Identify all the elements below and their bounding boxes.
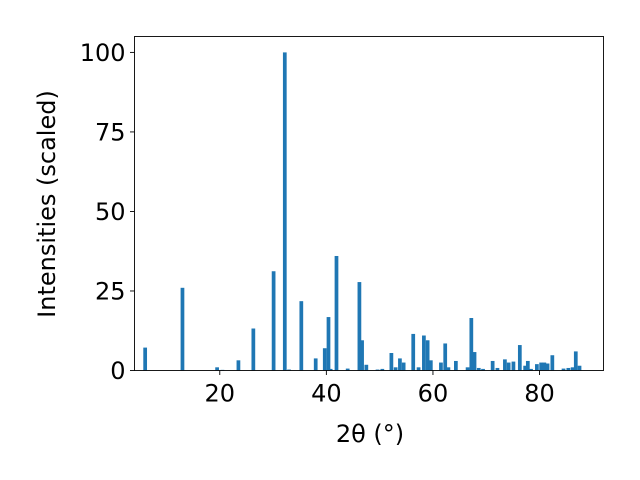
bar [506, 362, 511, 371]
y-tick-label: 50 [95, 198, 126, 226]
y-tick-label: 100 [80, 39, 126, 67]
bar [326, 317, 331, 371]
bar [503, 359, 507, 371]
bar [287, 369, 291, 371]
bar [271, 271, 276, 371]
bars-group [143, 52, 582, 371]
bar [465, 367, 470, 371]
bar [389, 353, 394, 371]
bar [375, 369, 380, 371]
bar [472, 352, 477, 371]
bar [364, 364, 369, 371]
bar [525, 360, 530, 371]
bar [357, 282, 362, 371]
bar [380, 368, 385, 371]
bar [539, 362, 544, 371]
x-axis: 20 40 60 80 [204, 370, 555, 408]
bar [542, 362, 547, 371]
bar [334, 255, 339, 371]
bar [529, 368, 533, 371]
bar [481, 368, 485, 371]
y-tick-label: 75 [95, 118, 126, 146]
x-tick-label: 20 [204, 380, 235, 408]
bar [345, 368, 350, 371]
bar [446, 367, 451, 371]
bar [143, 347, 148, 371]
bar [416, 367, 421, 371]
x-tick-label: 40 [311, 380, 342, 408]
bar [322, 348, 327, 371]
bar [180, 287, 185, 371]
bar [469, 318, 474, 371]
bar [570, 367, 575, 371]
y-axis-label: Intensities (scaled) [33, 90, 61, 318]
bar [422, 335, 426, 371]
bar [550, 355, 555, 371]
bar [545, 363, 550, 371]
bar [573, 351, 578, 371]
bar [495, 367, 500, 371]
x-axis-label: 2θ (°) [336, 420, 404, 448]
bar [236, 360, 241, 371]
bar [393, 367, 398, 371]
bar [566, 367, 571, 371]
y-tick-label: 25 [95, 277, 126, 305]
bar [251, 328, 256, 371]
bar [328, 368, 333, 371]
y-axis: 0 25 50 75 100 [80, 39, 135, 385]
bar [425, 340, 430, 371]
bar [523, 365, 528, 371]
bar [282, 52, 287, 371]
bar [577, 365, 582, 371]
bar [401, 362, 406, 371]
plot-frame [134, 36, 604, 371]
y-tick-label: 0 [110, 357, 125, 385]
bar [511, 361, 516, 371]
bar [454, 360, 458, 371]
bar [299, 301, 304, 371]
bar [490, 360, 495, 371]
bar [215, 367, 219, 371]
x-tick-label: 80 [524, 380, 555, 408]
bar [360, 340, 364, 371]
bar [561, 368, 566, 371]
bar [428, 360, 433, 371]
bar [517, 345, 522, 371]
bar [443, 343, 448, 371]
x-tick-label: 60 [418, 380, 449, 408]
bar [535, 364, 539, 371]
bar [439, 362, 443, 371]
bar [398, 358, 402, 371]
bar [313, 358, 318, 371]
bar [476, 367, 481, 371]
bar [411, 333, 416, 371]
